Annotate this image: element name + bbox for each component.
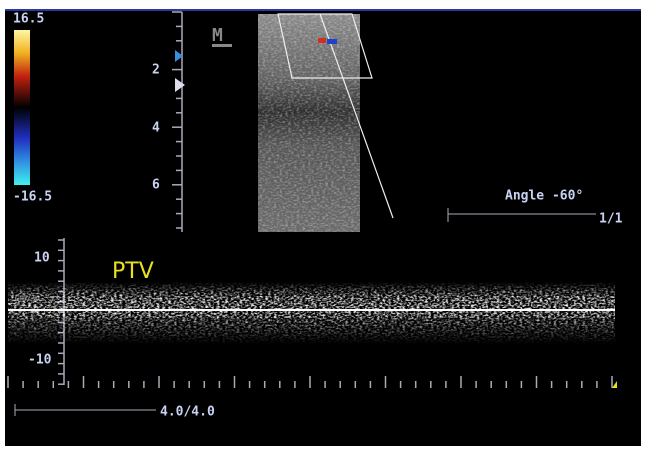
- flow: [318, 38, 326, 43]
- angle-label: Angle -60°: [505, 189, 583, 204]
- depth-label: 2: [152, 63, 160, 78]
- mode-icon: M: [212, 25, 223, 46]
- depth-label: 4: [152, 121, 160, 136]
- color-bar: [14, 30, 30, 185]
- velocity-label: -10: [28, 353, 52, 368]
- page: 16.5 -16.5 2 4 6 M Angle -60° 1/1 10 -10…: [0, 0, 647, 450]
- color-max: 16.5: [13, 12, 44, 27]
- sweep-label: 4.0/4.0: [160, 405, 215, 420]
- mode-underline: [212, 44, 232, 47]
- flow: [327, 39, 337, 44]
- velocity-unit: cm/s: [14, 293, 38, 304]
- velocity-label: 10: [34, 251, 50, 266]
- focus-count: 1/1: [599, 212, 623, 227]
- depth-label: 6: [152, 178, 160, 193]
- b-mode-speckle: [258, 14, 360, 232]
- color-min: -16.5: [13, 190, 52, 205]
- spectral-core: [8, 296, 615, 318]
- vessel-label: PTV: [112, 259, 154, 284]
- top-bar: [5, 9, 641, 11]
- ultrasound-screen: 16.5 -16.5 2 4 6 M Angle -60° 1/1 10 -10…: [0, 0, 647, 450]
